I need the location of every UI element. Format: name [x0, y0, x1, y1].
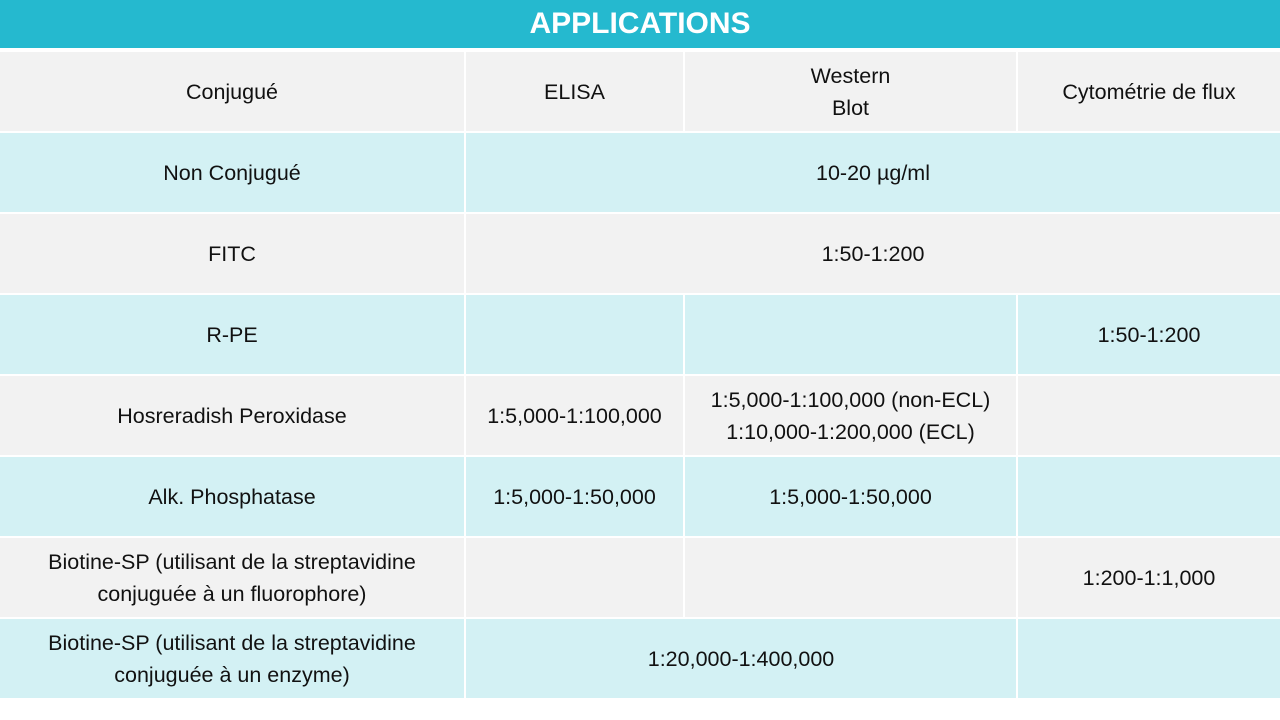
dilution-cell: 1:5,000-1:50,000	[464, 455, 685, 538]
dilution-cell	[464, 536, 685, 619]
conjugate-cell: Alk. Phosphatase	[0, 455, 466, 538]
conjugate-cell: FITC	[0, 212, 466, 295]
column-header: ELISA	[464, 50, 685, 133]
dilution-cell	[683, 536, 1018, 619]
dilution-cell: 1:200-1:1,000	[1016, 536, 1280, 619]
dilution-cell: 1:50-1:200	[1016, 293, 1280, 376]
dilution-cell: 1:5,000-1:100,000 (non-ECL) 1:10,000-1:2…	[683, 374, 1018, 457]
conjugate-cell: Biotine-SP (utilisant de la streptavidin…	[0, 536, 466, 619]
column-header: Western Blot	[683, 50, 1018, 133]
dilution-cell	[1016, 455, 1280, 538]
header-row: Conjugué ELISA Western Blot Cytométrie de f…	[0, 50, 1280, 133]
table-row: Alk. Phosphatase 1:5,000-1:50,000 1:5,000-…	[0, 455, 1280, 538]
dilution-cell	[1016, 374, 1280, 457]
table-row: Non Conjugué 10-20 µg/ml	[0, 131, 1280, 214]
conjugate-cell: R-PE	[0, 293, 466, 376]
applications-table: Conjugué ELISA Western Blot Cytométrie de f…	[0, 50, 1280, 700]
dilution-cell: 10-20 µg/ml	[464, 131, 1280, 214]
dilution-cell: 1:5,000-1:50,000	[683, 455, 1018, 538]
dilution-cell: 1:20,000-1:400,000	[464, 617, 1018, 700]
table-row: Hosreradish Peroxidase 1:5,000-1:100,000 1…	[0, 374, 1280, 457]
conjugate-cell: Biotine-SP (utilisant de la streptavidin…	[0, 617, 466, 700]
conjugate-cell: Non Conjugué	[0, 131, 466, 214]
column-header: Conjugué	[0, 50, 466, 133]
page-title: APPLICATIONS	[0, 0, 1280, 50]
conjugate-cell: Hosreradish Peroxidase	[0, 374, 466, 457]
table-row: FITC 1:50-1:200	[0, 212, 1280, 295]
dilution-cell	[683, 293, 1018, 376]
dilution-cell	[1016, 617, 1280, 700]
dilution-cell: 1:5,000-1:100,000	[464, 374, 685, 457]
table-row: Biotine-SP (utilisant de la streptavidin…	[0, 617, 1280, 700]
table-row: Biotine-SP (utilisant de la streptavidin…	[0, 536, 1280, 619]
dilution-cell	[464, 293, 685, 376]
column-header: Cytométrie de flux	[1016, 50, 1280, 133]
table-row: R-PE 1:50-1:200	[0, 293, 1280, 376]
dilution-cell: 1:50-1:200	[464, 212, 1280, 295]
